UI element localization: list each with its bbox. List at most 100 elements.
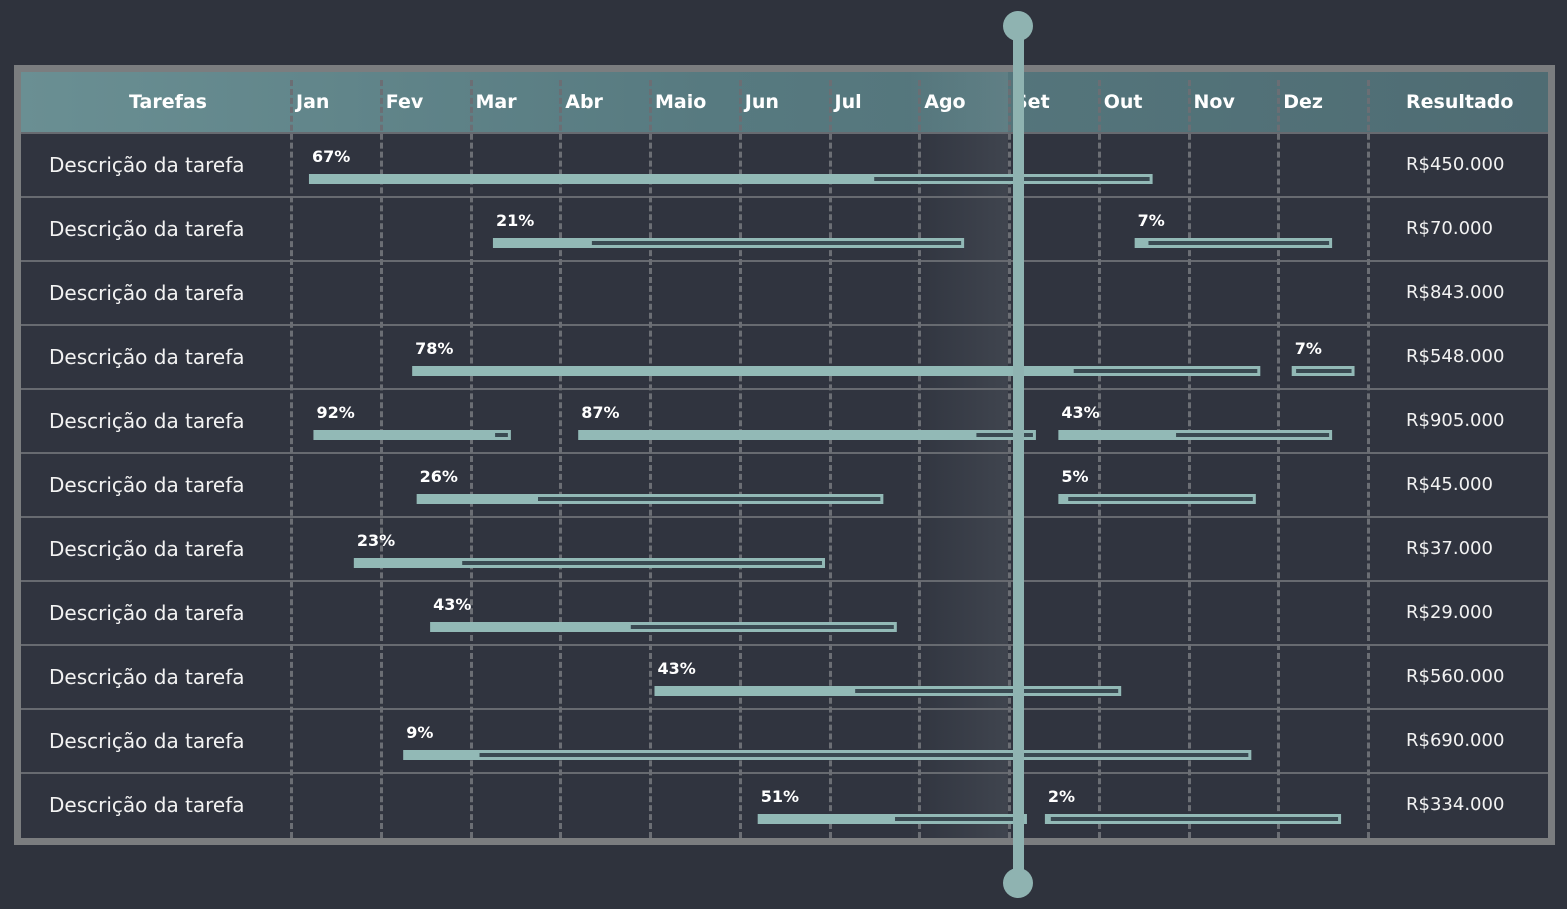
month-gridline <box>1097 80 1101 838</box>
task-result: R$70.000 <box>1406 218 1493 239</box>
task-label: Descrição da tarefa <box>49 409 245 433</box>
progress-label: 87% <box>581 403 619 422</box>
task-label: Descrição da tarefa <box>49 281 245 305</box>
month-header-4: Maio <box>655 91 707 113</box>
task-label: Descrição da tarefa <box>49 345 245 369</box>
task-bar[interactable] <box>412 366 1261 376</box>
month-header-10: Nov <box>1193 91 1235 113</box>
task-result: R$690.000 <box>1406 730 1505 751</box>
task-label: Descrição da tarefa <box>49 665 245 689</box>
month-gridline <box>918 80 922 838</box>
progress-label: 43% <box>433 595 471 614</box>
month-gridline <box>828 80 832 838</box>
header-tasks: Tarefas <box>129 91 207 113</box>
task-row: Descrição da tarefa R$45.000 <box>21 452 1548 516</box>
progress-label: 43% <box>657 659 695 678</box>
progress-label: 26% <box>420 467 458 486</box>
month-header-11: Dez <box>1283 91 1323 113</box>
task-label: Descrição da tarefa <box>49 537 245 561</box>
task-bar[interactable] <box>757 814 1027 824</box>
month-gridline <box>1367 80 1370 838</box>
task-label: Descrição da tarefa <box>49 793 245 817</box>
header-result: Resultado <box>1406 91 1514 113</box>
month-header-5: Jun <box>744 91 779 113</box>
month-gridline <box>1277 80 1281 838</box>
task-bar-remaining <box>591 241 962 245</box>
progress-label: 43% <box>1061 403 1099 422</box>
month-gridline <box>290 80 293 838</box>
task-bar-remaining <box>537 497 881 501</box>
task-bar-remaining <box>855 689 1119 693</box>
task-result: R$843.000 <box>1406 282 1505 303</box>
progress-label: 21% <box>496 211 534 230</box>
month-gridline <box>379 80 383 838</box>
gantt-chart: Tarefas JanFevMarAbrMaioJunJulAgoSetOutN… <box>14 65 1555 845</box>
task-bar[interactable] <box>308 174 1153 184</box>
task-row: Descrição da tarefa R$70.000 <box>21 196 1548 260</box>
month-gridline <box>559 80 563 838</box>
task-row: Descrição da tarefa R$843.000 <box>21 260 1548 324</box>
month-gridline <box>649 80 652 838</box>
task-label: Descrição da tarefa <box>49 473 245 497</box>
task-bar-remaining <box>630 625 894 629</box>
task-bar-remaining <box>462 561 823 565</box>
task-bar[interactable] <box>578 430 1036 440</box>
progress-label: 23% <box>357 531 395 550</box>
month-header-7: Ago <box>924 72 965 132</box>
task-row: Descrição da tarefa R$450.000 <box>21 132 1548 196</box>
today-marker-top-handle[interactable] <box>1002 11 1033 41</box>
task-label: Descrição da tarefa <box>49 601 245 625</box>
task-bar-remaining <box>1148 241 1330 245</box>
header-row: Tarefas JanFevMarAbrMaioJunJulAgoSetOutN… <box>21 72 1548 132</box>
past-shading <box>907 72 1008 838</box>
task-row: Descrição da tarefa R$905.000 <box>21 388 1548 452</box>
today-marker-bottom-handle[interactable] <box>1002 868 1033 898</box>
task-label: Descrição da tarefa <box>49 729 245 753</box>
task-result: R$29.000 <box>1406 602 1493 623</box>
month-header-2: Mar <box>475 91 517 113</box>
month-gridline <box>1008 80 1011 838</box>
task-result: R$45.000 <box>1406 474 1493 495</box>
task-bar[interactable] <box>313 430 511 440</box>
task-row: Descrição da tarefa R$334.000 <box>21 772 1548 836</box>
task-bar-remaining <box>1296 369 1352 373</box>
task-bar-remaining <box>895 817 1024 821</box>
task-bar-remaining <box>1073 369 1258 373</box>
progress-label: 7% <box>1138 211 1165 230</box>
task-result: R$560.000 <box>1406 666 1505 687</box>
task-row: Descrição da tarefa R$29.000 <box>21 580 1548 644</box>
month-gridline <box>738 80 742 838</box>
progress-label: 78% <box>415 339 453 358</box>
month-gridline <box>1187 80 1191 838</box>
month-header-3: Abr <box>565 91 603 113</box>
task-label: Descrição da tarefa <box>49 153 245 177</box>
task-row: Descrição da tarefa R$560.000 <box>21 644 1548 708</box>
month-header-9: Out <box>1103 91 1143 113</box>
month-header-1: Fev <box>385 91 424 113</box>
task-bar-remaining <box>976 433 1033 437</box>
task-result: R$905.000 <box>1406 410 1505 431</box>
progress-label: 9% <box>406 723 433 742</box>
task-result: R$334.000 <box>1406 794 1505 815</box>
progress-label: 92% <box>316 403 354 422</box>
progress-label: 51% <box>761 787 799 806</box>
task-row: Descrição da tarefa R$37.000 <box>21 516 1548 580</box>
progress-label: 5% <box>1061 467 1088 486</box>
task-bar-remaining <box>479 753 1249 757</box>
progress-label: 67% <box>312 147 350 166</box>
month-gridline <box>469 80 473 838</box>
task-bar-remaining <box>1050 817 1339 821</box>
task-result: R$37.000 <box>1406 538 1493 559</box>
task-result: R$548.000 <box>1406 346 1505 367</box>
task-row: Descrição da tarefa R$690.000 <box>21 708 1548 772</box>
task-bar-remaining <box>1068 497 1253 501</box>
task-result: R$450.000 <box>1406 154 1505 175</box>
progress-label: 2% <box>1048 787 1075 806</box>
task-bar-remaining <box>874 177 1150 181</box>
task-row: Descrição da tarefa R$548.000 <box>21 324 1548 388</box>
task-label: Descrição da tarefa <box>49 217 245 241</box>
task-bar-remaining <box>1176 433 1330 437</box>
today-marker-line[interactable] <box>1012 20 1024 884</box>
month-header-6: Jul <box>834 91 862 113</box>
month-header-0: Jan <box>296 91 330 113</box>
